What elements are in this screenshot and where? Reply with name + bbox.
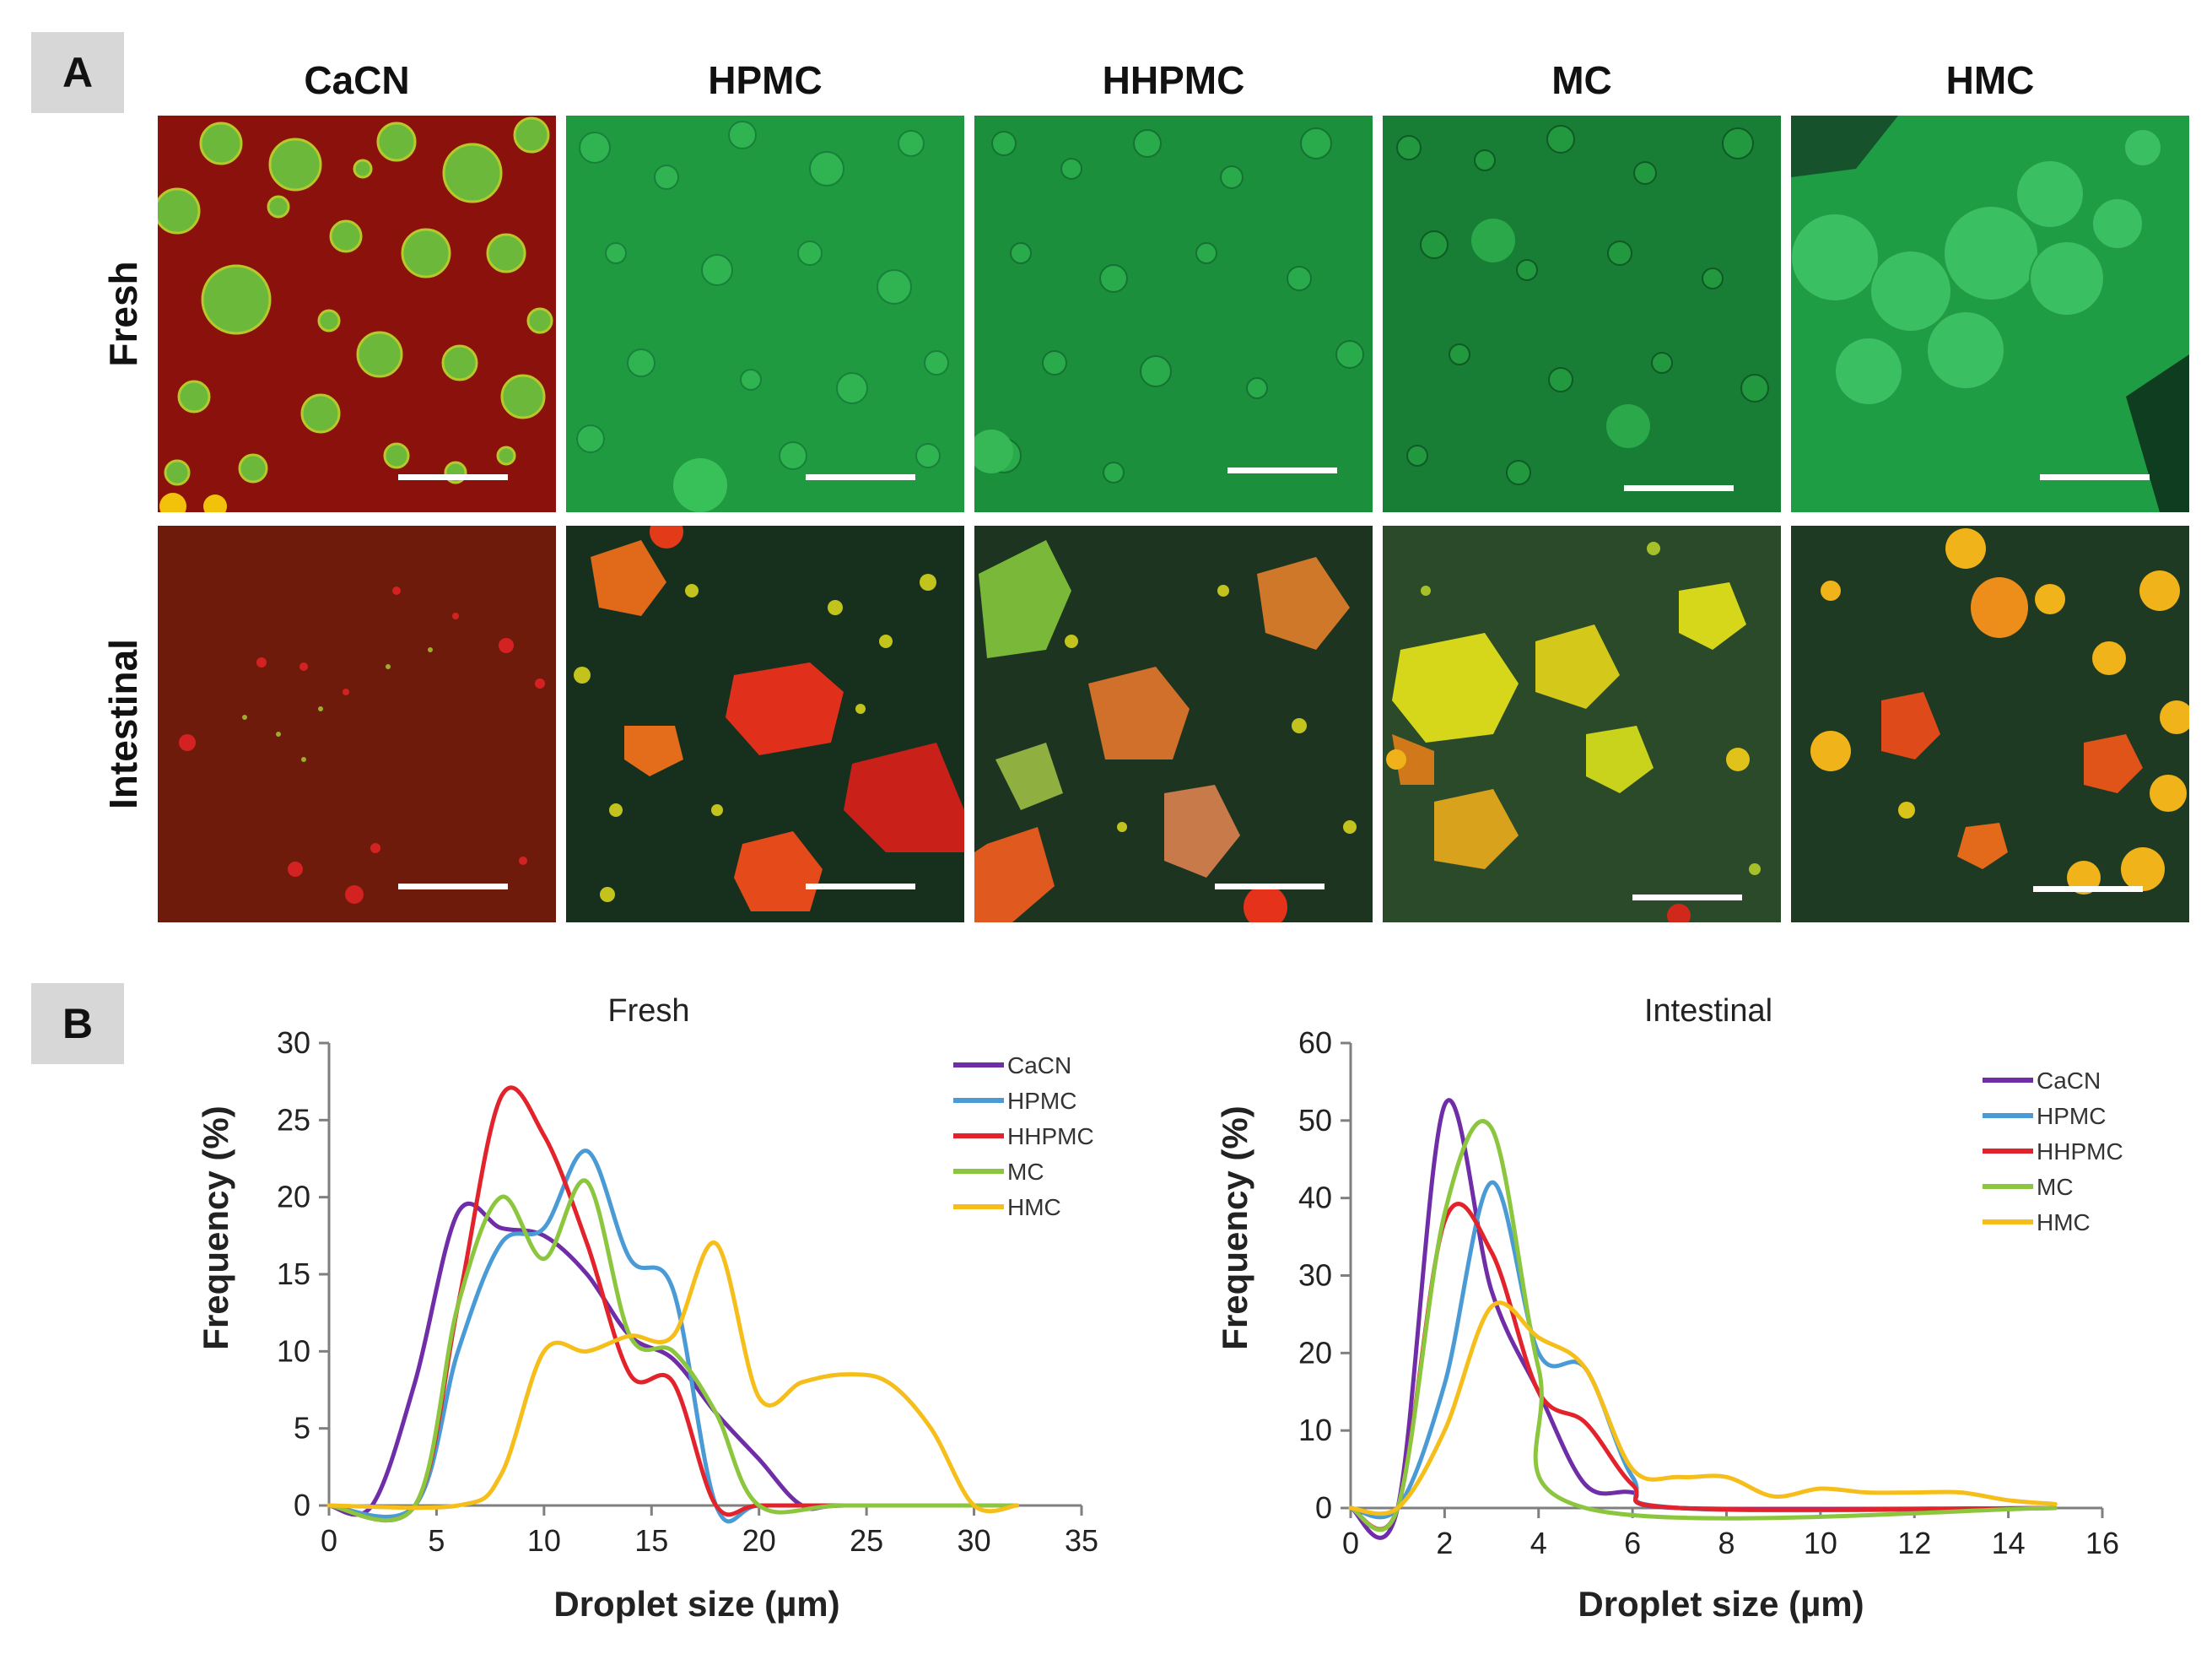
panel-a-label-box [31,32,124,113]
x-tick-label: 10 [1804,1526,1837,1560]
panel-b-label-box [31,983,124,1064]
micrograph-fresh-mc [1383,116,1781,512]
y-tick-label: 0 [294,1488,310,1522]
series-line-hmc [1348,1300,2058,1516]
series-line-mc [326,1178,1019,1523]
y-tick-label: 40 [1298,1181,1332,1215]
micrograph-fresh-cacn [158,116,556,512]
column-header-hmc: HMC [1946,58,2035,102]
legend-label-hmc: HMC [1007,1194,1061,1220]
x-tick-label: 2 [1436,1526,1453,1560]
x-tick-label: 35 [1065,1523,1098,1558]
scale-bar-fresh-mc [1624,485,1734,491]
x-tick-label: 6 [1624,1526,1641,1560]
legend-label-hhpmc: HHPMC [2037,1138,2123,1165]
column-header-hhpmc: HHPMC [1103,58,1245,102]
scale-bar-intestinal-cacn [398,884,508,889]
x-tick-label: 8 [1718,1526,1735,1560]
scale-bar-fresh-cacn [398,474,508,480]
legend-label-mc: MC [2037,1174,2074,1200]
x-tick-label: 0 [1342,1526,1359,1560]
y-tick-label: 5 [294,1411,310,1446]
x-tick-label: 20 [742,1523,776,1558]
chart-fresh-y-label: Frequency (%) [196,1105,235,1349]
legend-label-cacn: CaCN [2037,1068,2101,1094]
chart-intestinal-x-label: Droplet size (µm) [1578,1584,1864,1624]
scale-bar-fresh-hpmc [806,474,915,480]
chart-fresh: Fresh Frequency (%) Droplet size (µm) 0 5… [196,993,1098,1624]
panel-a-label: A [62,49,93,96]
chart-fresh-x-label: Droplet size (µm) [553,1584,839,1624]
micrograph-intestinal-hpmc [566,526,964,922]
scale-bar-fresh-hmc [2040,474,2150,480]
micrograph-intestinal-hmc [1791,526,2189,922]
y-tick-label: 20 [1298,1335,1332,1370]
series-line-hpmc [1348,1180,2058,1520]
x-tick-label: 14 [1992,1526,2026,1560]
y-tick-label: 25 [277,1102,310,1137]
scale-bar-intestinal-hhpmc [1215,884,1325,889]
micrograph-intestinal-cacn [158,526,556,922]
panel-b-label: B [62,1000,93,1047]
y-tick-label: 15 [277,1257,310,1291]
legend-label-mc: MC [1007,1159,1044,1185]
series-line-hmc [326,1240,1019,1514]
micrograph-intestinal-mc [1383,526,1781,922]
x-tick-label: 16 [2085,1526,2119,1560]
chart-fresh-title: Fresh [607,993,689,1029]
row-label-fresh: Fresh [101,261,145,366]
y-tick-label: 20 [277,1180,310,1214]
micrograph-fresh-hmc [1791,116,2189,512]
y-tick-label: 10 [1298,1413,1332,1447]
panel-a: A CaCN HPMC HHPMC MC HMC Fresh Intestina… [31,32,2189,922]
micrograph-fresh-hhpmc [974,116,1373,512]
y-tick-label: 30 [277,1025,310,1060]
y-tick-label: 30 [1298,1258,1332,1293]
legend-label-hhpmc: HHPMC [1007,1123,1094,1149]
scale-bars [398,468,2150,900]
x-tick-label: 12 [1897,1526,1931,1560]
series-line-mc [1348,1119,2058,1532]
scale-bar-intestinal-hmc [2033,886,2143,892]
y-tick-label: 10 [277,1333,310,1368]
legend-label-hpmc: HPMC [1007,1088,1076,1114]
y-tick-label: 0 [1315,1490,1332,1525]
chart-intestinal-title: Intestinal [1644,993,1772,1029]
column-header-mc: MC [1551,58,1612,102]
scale-bar-intestinal-mc [1632,895,1742,900]
scale-bar-fresh-hhpmc [1227,468,1337,473]
micrograph-intestinal-hhpmc [974,526,1373,922]
column-header-hpmc: HPMC [708,58,822,102]
series-line-hhpmc [1348,1202,2058,1532]
x-tick-label: 30 [958,1523,991,1558]
micrograph-fresh-hpmc [566,116,964,512]
panel-b: B Fresh Frequency (%) Droplet size (µm) … [31,983,2123,1624]
chart-intestinal-y-label: Frequency (%) [1215,1105,1254,1349]
x-tick-label: 0 [321,1523,337,1558]
chart-intestinal: Intestinal Frequency (%) Droplet size (µ… [1215,993,2123,1624]
legend-label-hmc: HMC [2037,1209,2091,1235]
x-tick-label: 15 [634,1523,668,1558]
y-tick-label: 50 [1298,1103,1332,1138]
y-tick-label: 60 [1298,1025,1332,1060]
x-tick-label: 4 [1530,1526,1547,1560]
x-tick-label: 25 [850,1523,883,1558]
legend-label-cacn: CaCN [1007,1052,1071,1078]
legend-label-hpmc: HPMC [2037,1103,2106,1129]
scale-bar-intestinal-hpmc [806,884,915,889]
x-tick-label: 10 [527,1523,561,1558]
row-label-intestinal: Intestinal [101,639,145,809]
column-header-cacn: CaCN [304,58,409,102]
x-tick-label: 5 [428,1523,445,1558]
